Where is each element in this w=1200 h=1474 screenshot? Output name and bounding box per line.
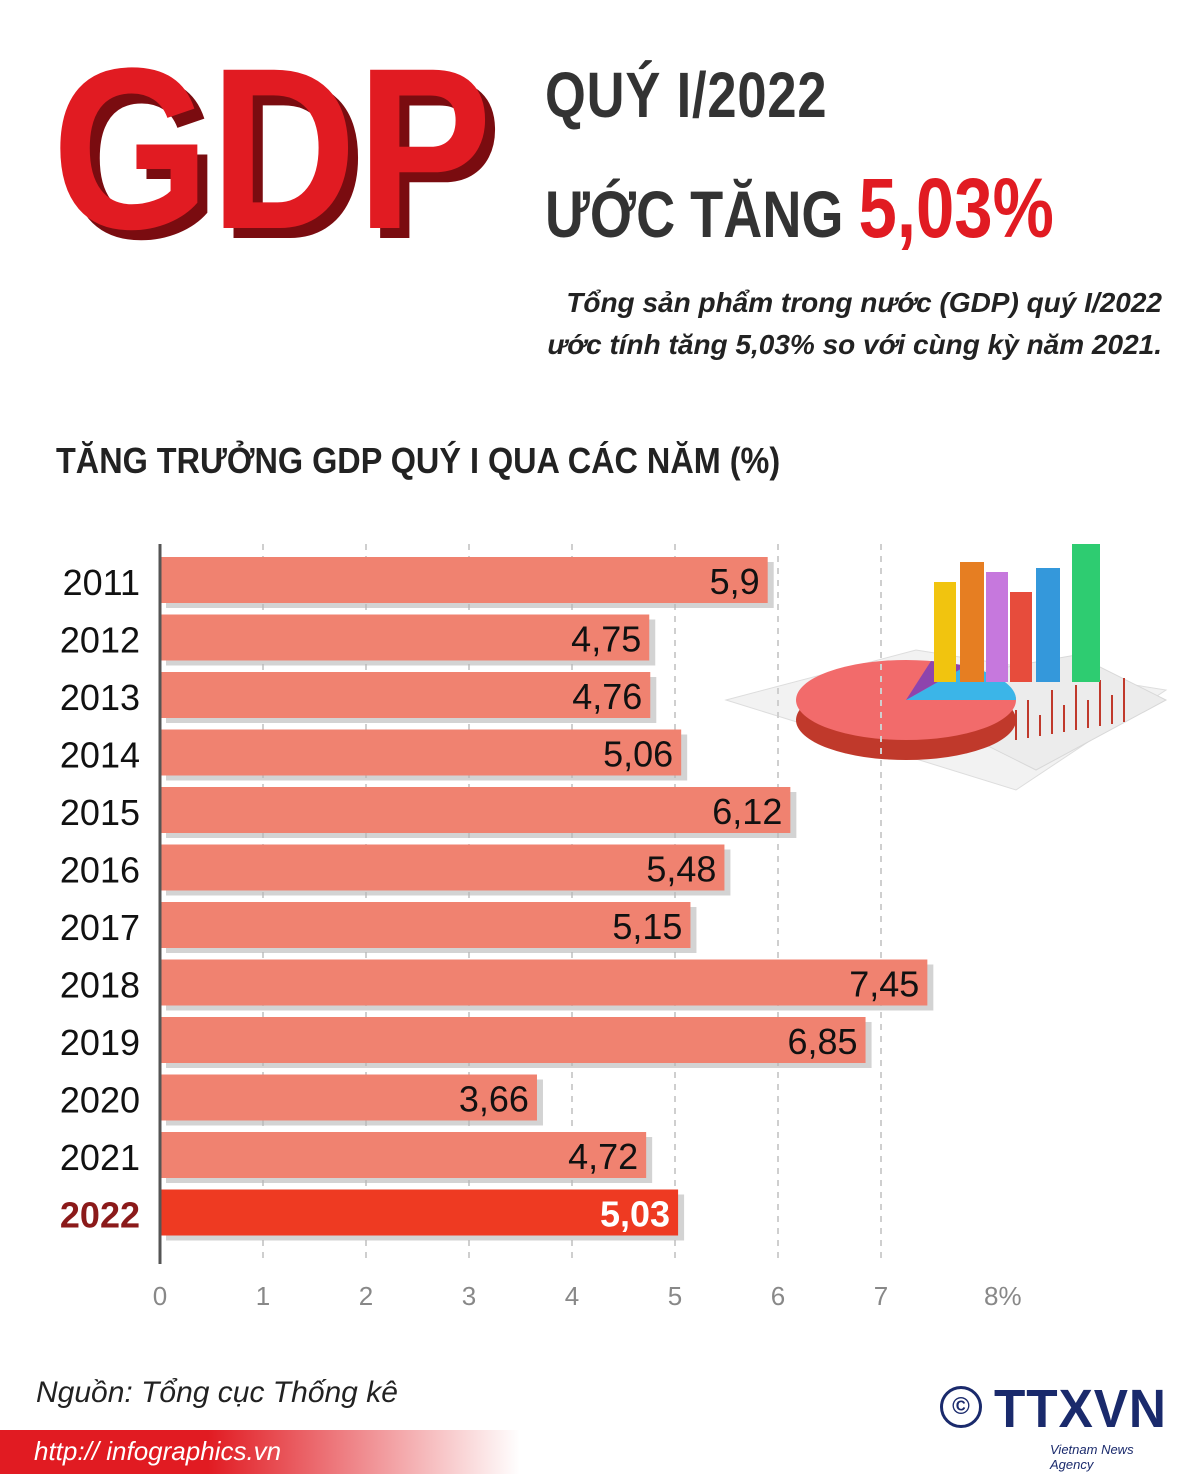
category-label: 2015: [60, 792, 140, 833]
bar: [160, 1189, 679, 1236]
title-prefix: ƯỚC TĂNG: [545, 177, 844, 251]
footer: http:// infographics.vn: [0, 1430, 1200, 1474]
agency-logo: © TTXVN Vietnam News Agency: [940, 1378, 1180, 1472]
x-tick-label: 4: [565, 1281, 579, 1311]
chart-illustration: [724, 544, 1168, 791]
category-label: 2019: [60, 1022, 140, 1063]
category-label: 2020: [60, 1080, 140, 1121]
bar: [160, 1017, 866, 1063]
category-label: 2012: [60, 620, 140, 661]
x-tick-label: 5: [668, 1281, 682, 1311]
bar-value-label: 6,12: [712, 791, 782, 832]
bar: [160, 1074, 537, 1121]
gdp-logo: GDP GDP: [52, 30, 502, 260]
bar-value-label: 5,06: [603, 734, 673, 775]
bar: [160, 787, 791, 833]
bar: [160, 1132, 647, 1178]
bar-value-label: 4,76: [572, 676, 642, 717]
bar-value-label: 6,85: [787, 1021, 857, 1062]
x-tick-label: 6: [771, 1281, 785, 1311]
header: GDP GDP QUÝ I/2022 ƯỚC TĂNG 5,03% Tổng s…: [0, 0, 1200, 420]
chart-title: TĂNG TRƯỞNG GDP QUÝ I QUA CÁC NĂM (%): [56, 440, 781, 481]
bar-value-label: 4,75: [571, 619, 641, 660]
gdp-logo-shadow: GDP: [62, 30, 502, 260]
x-tick-label: 7: [874, 1281, 888, 1311]
title-line2: ƯỚC TĂNG 5,03%: [545, 160, 1054, 257]
x-tick-label: 3: [462, 1281, 476, 1311]
title-line1: QUÝ I/2022: [545, 59, 828, 131]
bar: [160, 729, 682, 776]
subtitle-line1: Tổng sản phẩm trong nước (GDP) quý I/202…: [566, 287, 1162, 318]
category-label: 2018: [60, 965, 140, 1006]
bar-chart: 5,920114,7520124,7620135,0620146,1220155…: [60, 544, 1022, 1311]
bar-value-label: 5,15: [612, 906, 682, 947]
bar: [160, 614, 650, 661]
category-label: 2017: [60, 907, 140, 948]
bar: [160, 902, 691, 948]
category-label: 2016: [60, 850, 140, 891]
x-tick-label: 2: [359, 1281, 373, 1311]
category-label: 2014: [60, 735, 140, 776]
bar-value-label: 7,45: [849, 964, 919, 1005]
gdp-logo-text: GDP: [52, 30, 492, 260]
bar: [160, 672, 651, 718]
bar-value-label: 3,66: [459, 1079, 529, 1120]
category-label: 2021: [60, 1137, 140, 1178]
bar: [160, 557, 768, 603]
source-note: Nguồn: Tổng cục Thống kê: [36, 1376, 398, 1409]
agency-name: TTXVN: [994, 1379, 1167, 1439]
website-link[interactable]: http:// infographics.vn: [34, 1436, 282, 1466]
bar-value-label: 5,48: [646, 849, 716, 890]
x-tick-label: 0: [153, 1281, 167, 1311]
footer-bar: [0, 1430, 520, 1474]
category-label: 2011: [63, 562, 140, 603]
x-tick-label: 1: [256, 1281, 270, 1311]
category-label: 2013: [60, 677, 140, 718]
title-highlight: 5,03%: [858, 161, 1054, 255]
bar-value-label: 5,9: [710, 561, 760, 602]
bar: [160, 844, 725, 891]
category-label: 2022: [60, 1195, 140, 1236]
x-tick-label: 8%: [984, 1281, 1022, 1311]
subtitle: Tổng sản phẩm trong nước (GDP) quý I/202…: [482, 282, 1162, 366]
copyright-icon: ©: [940, 1386, 982, 1428]
bar: [160, 959, 928, 1006]
agency-subtitle: Vietnam News Agency: [1050, 1442, 1134, 1472]
bar-value-label: 4,72: [568, 1136, 638, 1177]
subtitle-line2: ước tính tăng 5,03% so với cùng kỳ năm 2…: [547, 329, 1162, 360]
bar-value-label: 5,03: [600, 1194, 670, 1235]
